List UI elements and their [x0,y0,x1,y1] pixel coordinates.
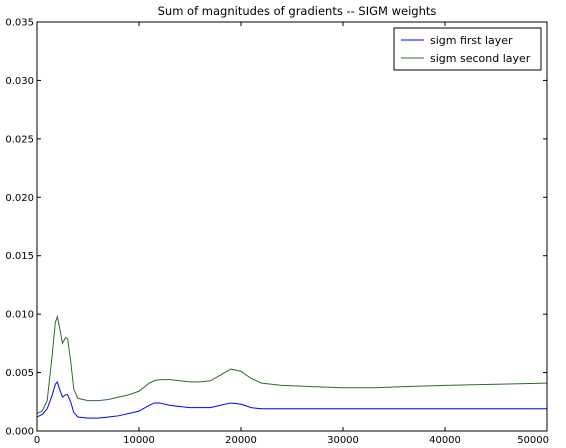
y-tick-label: 0.010 [5,310,34,321]
y-tick-label: 0.030 [5,76,34,87]
x-tick-label: 30000 [327,435,359,446]
legend-box [393,27,542,71]
y-tick-label: 0.020 [5,193,34,204]
y-tick-label: 0.035 [5,18,34,29]
y-tick-label: 0.005 [5,368,34,379]
x-tick-label: 50000 [517,435,549,446]
chart-title: Sum of magnitudes of gradients -- SIGM w… [158,4,437,18]
y-tick-label: 0.025 [5,134,34,145]
series-line-2 [36,314,548,414]
legend-label-2: sigm second layer [430,52,531,65]
x-tick-label: 10000 [123,435,155,446]
x-tick-label: 40000 [429,435,461,446]
y-tick-label: 0.000 [5,427,34,438]
x-tick-label: 0 [34,435,40,446]
series-line-1 [36,380,547,419]
legend-label-1: sigm first layer [430,34,513,47]
x-tick-label: 20000 [225,435,257,446]
series-layer [36,314,548,419]
y-tick-label: 0.015 [5,251,34,262]
legend: sigm first layer sigm second layer [393,27,542,71]
axes-layer: 0 10000 20000 30000 40000 50000 0.000 0.005 0.01… [5,18,549,447]
axes-frame [36,21,548,432]
plot-background [37,22,547,431]
plot-area [37,22,547,431]
